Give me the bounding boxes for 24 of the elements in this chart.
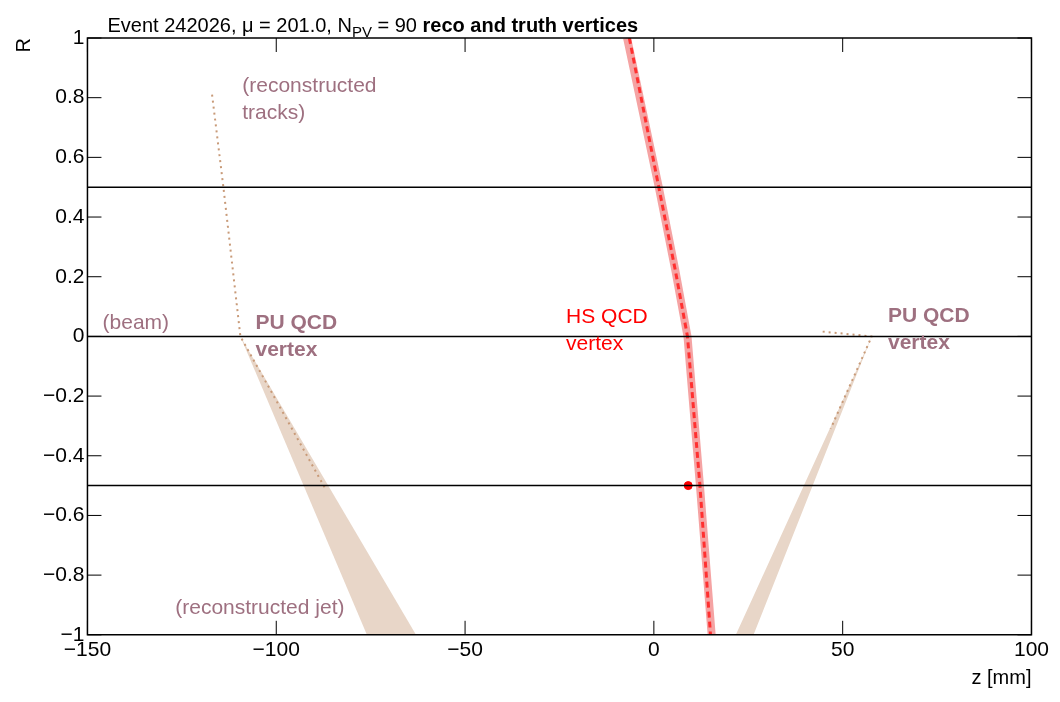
y-tick-label: −0.6 — [42, 502, 85, 526]
annotation: (beam) — [102, 310, 170, 334]
y-tick-label: −0.4 — [42, 442, 85, 466]
y-tick-label: −0.2 — [42, 382, 85, 406]
y-tick-label: 0.4 — [55, 203, 85, 227]
x-tick-label: 100 — [1013, 637, 1049, 661]
chart-subtitle: reco and truth vertices — [416, 14, 639, 36]
annotation: PU QCD vertex — [255, 310, 338, 361]
x-tick-label: 50 — [831, 637, 855, 661]
y-tick-label: 0.6 — [55, 144, 85, 168]
x-tick-label: −100 — [252, 637, 300, 661]
x-tick-label: −50 — [447, 637, 483, 661]
x-tick-label: 0 — [648, 637, 660, 661]
y-tick-label: 0.2 — [55, 263, 85, 287]
annotation: HS QCD vertex — [566, 303, 648, 354]
y-tick-label: 0 — [72, 323, 85, 347]
annotation: (reconstructed jet) — [175, 595, 345, 619]
y-tick-label: 1 — [72, 24, 85, 48]
y-axis-title: R — [11, 38, 34, 53]
x-axis-title: z [mm] — [971, 665, 1032, 688]
y-tick-label: −0.8 — [42, 561, 85, 585]
annotation: PU QCD vertex — [887, 303, 970, 354]
annotation: (reconstructed tracks) — [242, 73, 377, 124]
y-tick-label: 0.8 — [55, 84, 85, 108]
